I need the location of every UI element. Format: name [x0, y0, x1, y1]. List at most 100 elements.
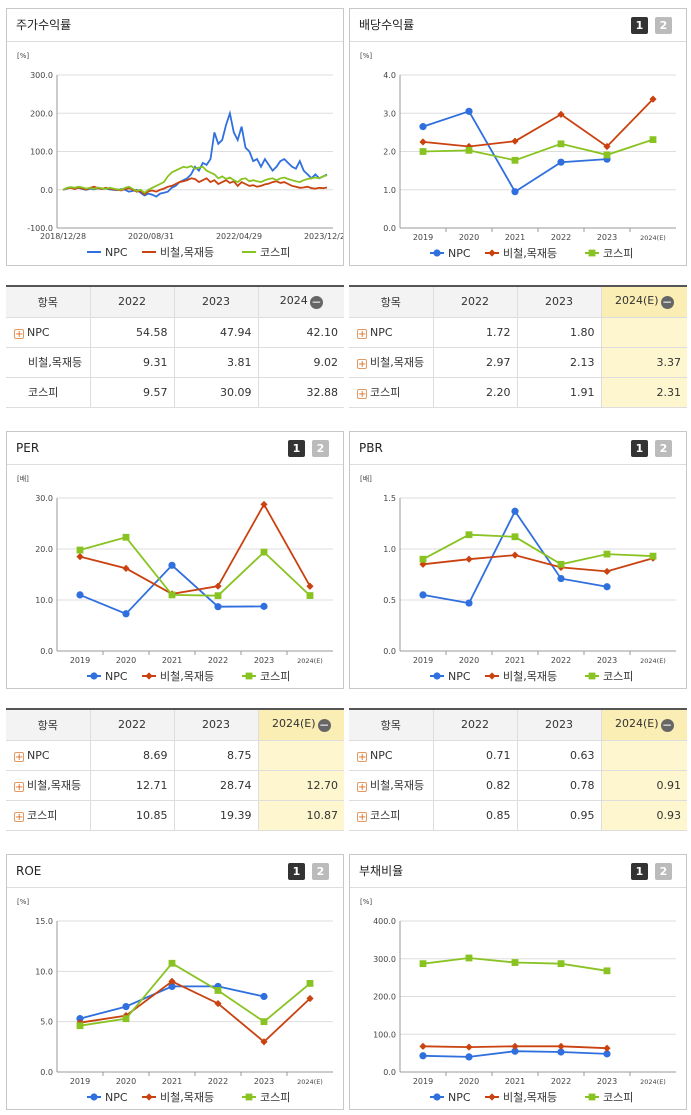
value-cell: 0.93 [601, 800, 687, 831]
panel-title: 배당수익률 1 2 [350, 9, 686, 42]
x-tick-label: 2023 [597, 233, 617, 242]
series-line [422, 533, 654, 566]
data-point [603, 567, 611, 576]
view-1-button[interactable]: 1 [631, 863, 648, 880]
data-point [433, 249, 441, 257]
value-cell: 9.02 [258, 347, 344, 378]
plus-box-icon[interactable]: + [357, 328, 367, 340]
data-point [245, 1093, 253, 1101]
column-header: 항목 [6, 710, 91, 741]
data-point [511, 551, 519, 559]
plus-box-icon[interactable]: + [357, 389, 367, 400]
y-unit-label: [%] [17, 52, 29, 60]
view-2-button[interactable]: 2 [655, 440, 672, 457]
table-pbr-wrap: 항목 2022 2023 2024(E) − + NPC 0.71 0.63 + 비철,목재등 0.8… [349, 708, 687, 831]
data-point [557, 1048, 565, 1056]
y-tick-label: 100.0 [373, 1030, 396, 1039]
legend-label: NPC [105, 246, 128, 259]
plus-box-icon[interactable]: + [357, 812, 367, 823]
panel-title-text: 부채비율 [359, 864, 404, 878]
legend-item: 코스피 [242, 246, 290, 259]
panel-title-text: 배당수익률 [359, 18, 415, 32]
collapse-icon[interactable]: − [660, 718, 674, 733]
y-tick-label: 15.0 [35, 917, 53, 926]
x-tick-label: 2022 [208, 1077, 228, 1086]
data-point [122, 1002, 130, 1011]
column-header-label: 항목 [37, 718, 58, 732]
row-label-cell: + NPC [6, 740, 91, 771]
data-point [76, 546, 84, 554]
value-cell: 0.71 [433, 740, 518, 771]
collapse-icon[interactable]: − [309, 295, 323, 310]
row-label-cell: + NPC [349, 740, 434, 771]
plus-box-icon[interactable]: + [14, 812, 24, 823]
legend-item: NPC [87, 1091, 128, 1104]
plus-box-icon[interactable]: + [14, 751, 24, 763]
row-label-cell: + 코스피 [349, 377, 434, 408]
value-cell: 12.70 [258, 770, 344, 801]
column-header: 2023 [517, 710, 602, 741]
data-point [419, 960, 427, 968]
data-point [260, 1038, 268, 1046]
column-header: 2022 [90, 287, 175, 318]
data-point [465, 1053, 473, 1061]
data-point [603, 967, 611, 975]
data-point [260, 1018, 268, 1026]
legend-item: 코스피 [585, 670, 633, 683]
x-tick-label: 2022 [551, 656, 571, 665]
column-header-label: 2023 [545, 718, 573, 732]
x-tick-label: 2019 [70, 1077, 90, 1086]
legend-item: 비철,목재등 [485, 247, 557, 260]
collapse-icon[interactable]: − [660, 295, 674, 310]
collapse-icon[interactable]: − [317, 718, 331, 733]
x-tick-label: 2021 [162, 656, 182, 665]
data-point [588, 1093, 596, 1101]
plus-box-icon[interactable]: + [14, 782, 24, 793]
view-2-button[interactable]: 2 [655, 17, 672, 34]
y-tick-label: 200.0 [30, 109, 53, 118]
y-tick-label: 0.0 [40, 186, 53, 195]
row-label-cell: + NPC [349, 317, 434, 348]
table-header-row: 항목 2022 2023 2024(E) − [349, 710, 687, 741]
y-tick-label: 0.5 [383, 596, 396, 605]
view-2-button[interactable]: 2 [312, 863, 329, 880]
view-1-button[interactable]: 1 [288, 863, 305, 880]
legend-label: 코스피 [603, 670, 633, 683]
view-2-button[interactable]: 2 [655, 863, 672, 880]
legend-item: 비철,목재등 [485, 1091, 557, 1104]
data-point [76, 1022, 84, 1030]
view-1-button[interactable]: 1 [288, 440, 305, 457]
y-tick-label: 0.0 [383, 1068, 396, 1077]
view-1-button[interactable]: 1 [631, 17, 648, 34]
legend-item: NPC [87, 246, 128, 259]
value-cell: 0.95 [517, 800, 602, 831]
series-line [422, 554, 654, 573]
value-cell: 2.20 [433, 377, 518, 408]
plus-box-icon[interactable]: + [357, 782, 367, 793]
plus-box-icon[interactable]: + [357, 751, 367, 763]
plus-box-icon[interactable]: + [14, 328, 24, 340]
table-header-row: 항목 2022 2023 2024− [6, 287, 344, 318]
data-point [76, 553, 84, 561]
x-tick-label: 2024(E) [297, 657, 323, 665]
value-cell: 42.10 [258, 317, 344, 348]
x-tick-label: 2024(E) [297, 1078, 323, 1086]
value-cell: 10.85 [90, 800, 175, 831]
view-2-button[interactable]: 2 [312, 440, 329, 457]
view-1-button[interactable]: 1 [631, 440, 648, 457]
data-point [90, 672, 98, 680]
data-point [122, 610, 130, 618]
row-label-cell: + 비철,목재등 [6, 770, 91, 801]
value-cell: 47.94 [174, 317, 259, 348]
x-tick-label: 2018/12/28 [40, 232, 86, 241]
column-header: 2024− [258, 287, 344, 318]
x-tick-label: 2024(E) [640, 657, 666, 665]
data-point [260, 602, 268, 610]
column-header-label: 항목 [37, 295, 58, 309]
data-point [511, 137, 519, 145]
data-point [306, 582, 314, 590]
y-tick-label: 20.0 [35, 545, 53, 554]
y-tick-label: 0.0 [40, 1068, 53, 1077]
column-header: 2022 [90, 710, 175, 741]
plus-box-icon[interactable]: + [357, 359, 367, 370]
